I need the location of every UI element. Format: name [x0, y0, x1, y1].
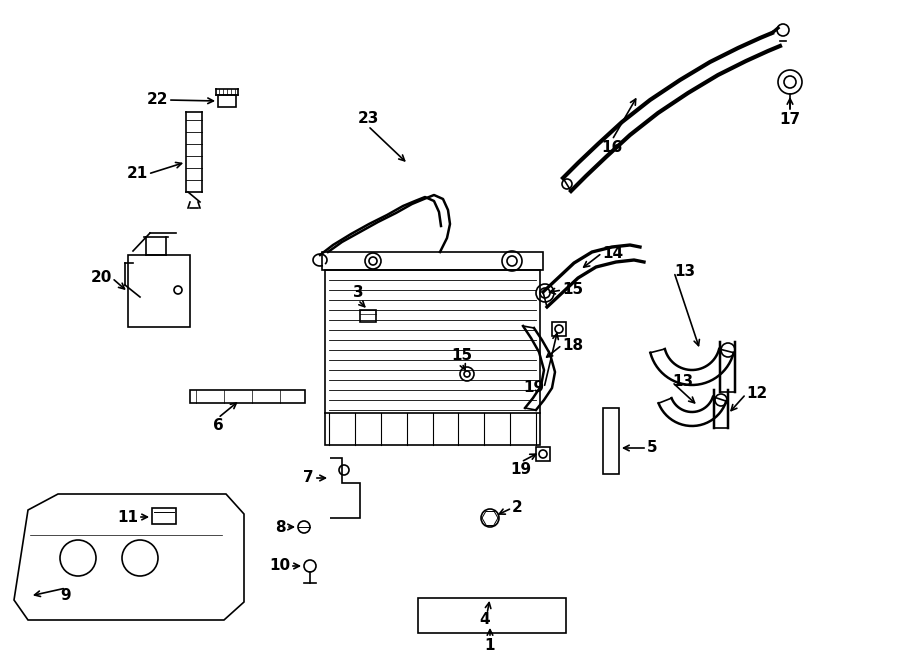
Bar [552, 322, 566, 336]
Text: 17: 17 [779, 112, 801, 127]
Text: 16: 16 [601, 140, 623, 155]
Text: 13: 13 [674, 264, 695, 280]
Text: 4: 4 [480, 613, 491, 627]
Text: 8: 8 [275, 520, 286, 535]
Bar [190, 390, 305, 403]
Text: 13: 13 [672, 375, 693, 389]
Text: 15: 15 [452, 348, 472, 363]
Text: 23: 23 [357, 111, 379, 126]
Bar [360, 310, 376, 322]
Text: 12: 12 [746, 387, 767, 401]
Bar [418, 598, 566, 633]
Text: 3: 3 [353, 285, 364, 300]
Text: 6: 6 [212, 418, 223, 433]
Text: 19: 19 [510, 462, 532, 477]
Text: 22: 22 [147, 93, 168, 108]
Bar [218, 95, 236, 107]
Bar [603, 408, 619, 474]
Text: 5: 5 [647, 440, 658, 455]
Bar [325, 270, 540, 445]
Text: 7: 7 [303, 471, 314, 485]
Text: 15: 15 [562, 282, 583, 297]
Text: 18: 18 [562, 338, 583, 352]
Text: 11: 11 [117, 510, 138, 524]
Bar [536, 447, 550, 461]
Text: 21: 21 [127, 167, 148, 182]
Text: 1: 1 [485, 638, 495, 653]
Bar [128, 255, 190, 327]
Text: 20: 20 [91, 270, 112, 286]
Text: 9: 9 [60, 588, 71, 603]
Text: 14: 14 [602, 245, 623, 260]
Bar [152, 508, 176, 524]
Text: 19: 19 [523, 381, 544, 395]
Text: 2: 2 [512, 500, 523, 516]
Bar [322, 252, 543, 270]
Text: 10: 10 [269, 559, 290, 574]
